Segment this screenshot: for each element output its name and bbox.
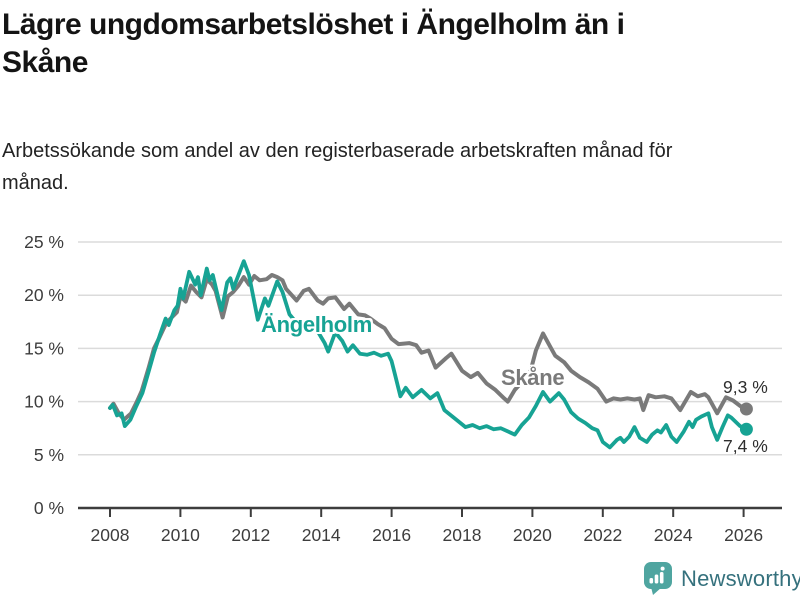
logo-bar-1 (649, 578, 654, 584)
series-end-dot-Ängelholm (739, 422, 753, 436)
logo-bar-3 (659, 572, 664, 584)
y-tick-label: 10 % (24, 392, 64, 412)
x-tick-label: 2014 (302, 525, 341, 545)
x-tick-label: 2016 (372, 525, 411, 545)
x-tick-label: 2010 (161, 525, 200, 545)
y-tick-label: 5 % (34, 445, 64, 465)
newsworthy-logo[interactable]: Newsworthy (643, 561, 800, 597)
x-tick-label: 2020 (513, 525, 552, 545)
series-label-skane: Skåne (501, 365, 565, 390)
series-end-dot-Skåne (739, 402, 753, 416)
x-tick-label: 2018 (443, 525, 482, 545)
end-value-label-skane: 9,3 % (723, 377, 768, 397)
page-title: Lägre ungdomsarbetslöshet i Ängelholm än… (2, 8, 625, 79)
y-tick-label: 0 % (34, 498, 64, 518)
x-tick-label: 2022 (583, 525, 622, 545)
x-tick-label: 2008 (91, 525, 130, 545)
series-line-Ängelholm (108, 259, 749, 450)
series-line-Skåne (108, 273, 749, 422)
x-tick-label: 2026 (724, 525, 763, 545)
series-label-angelholm: Ängelholm (261, 312, 372, 337)
newsworthy-logo-icon (644, 562, 672, 595)
newsworthy-brand-text: Newsworthy (681, 566, 800, 591)
y-tick-label: 15 % (24, 338, 64, 358)
logo-bar-2 (654, 574, 659, 584)
x-tick-label: 2012 (231, 525, 270, 545)
chart-subtitle: Arbetssökande som andel av den registerb… (2, 140, 673, 194)
x-tick-label: 2024 (654, 525, 693, 545)
end-value-label-angelholm: 7,4 % (723, 436, 768, 456)
logo-exclamation-dot (660, 566, 665, 571)
y-tick-label: 25 % (24, 232, 64, 252)
y-tick-label: 20 % (24, 285, 64, 305)
